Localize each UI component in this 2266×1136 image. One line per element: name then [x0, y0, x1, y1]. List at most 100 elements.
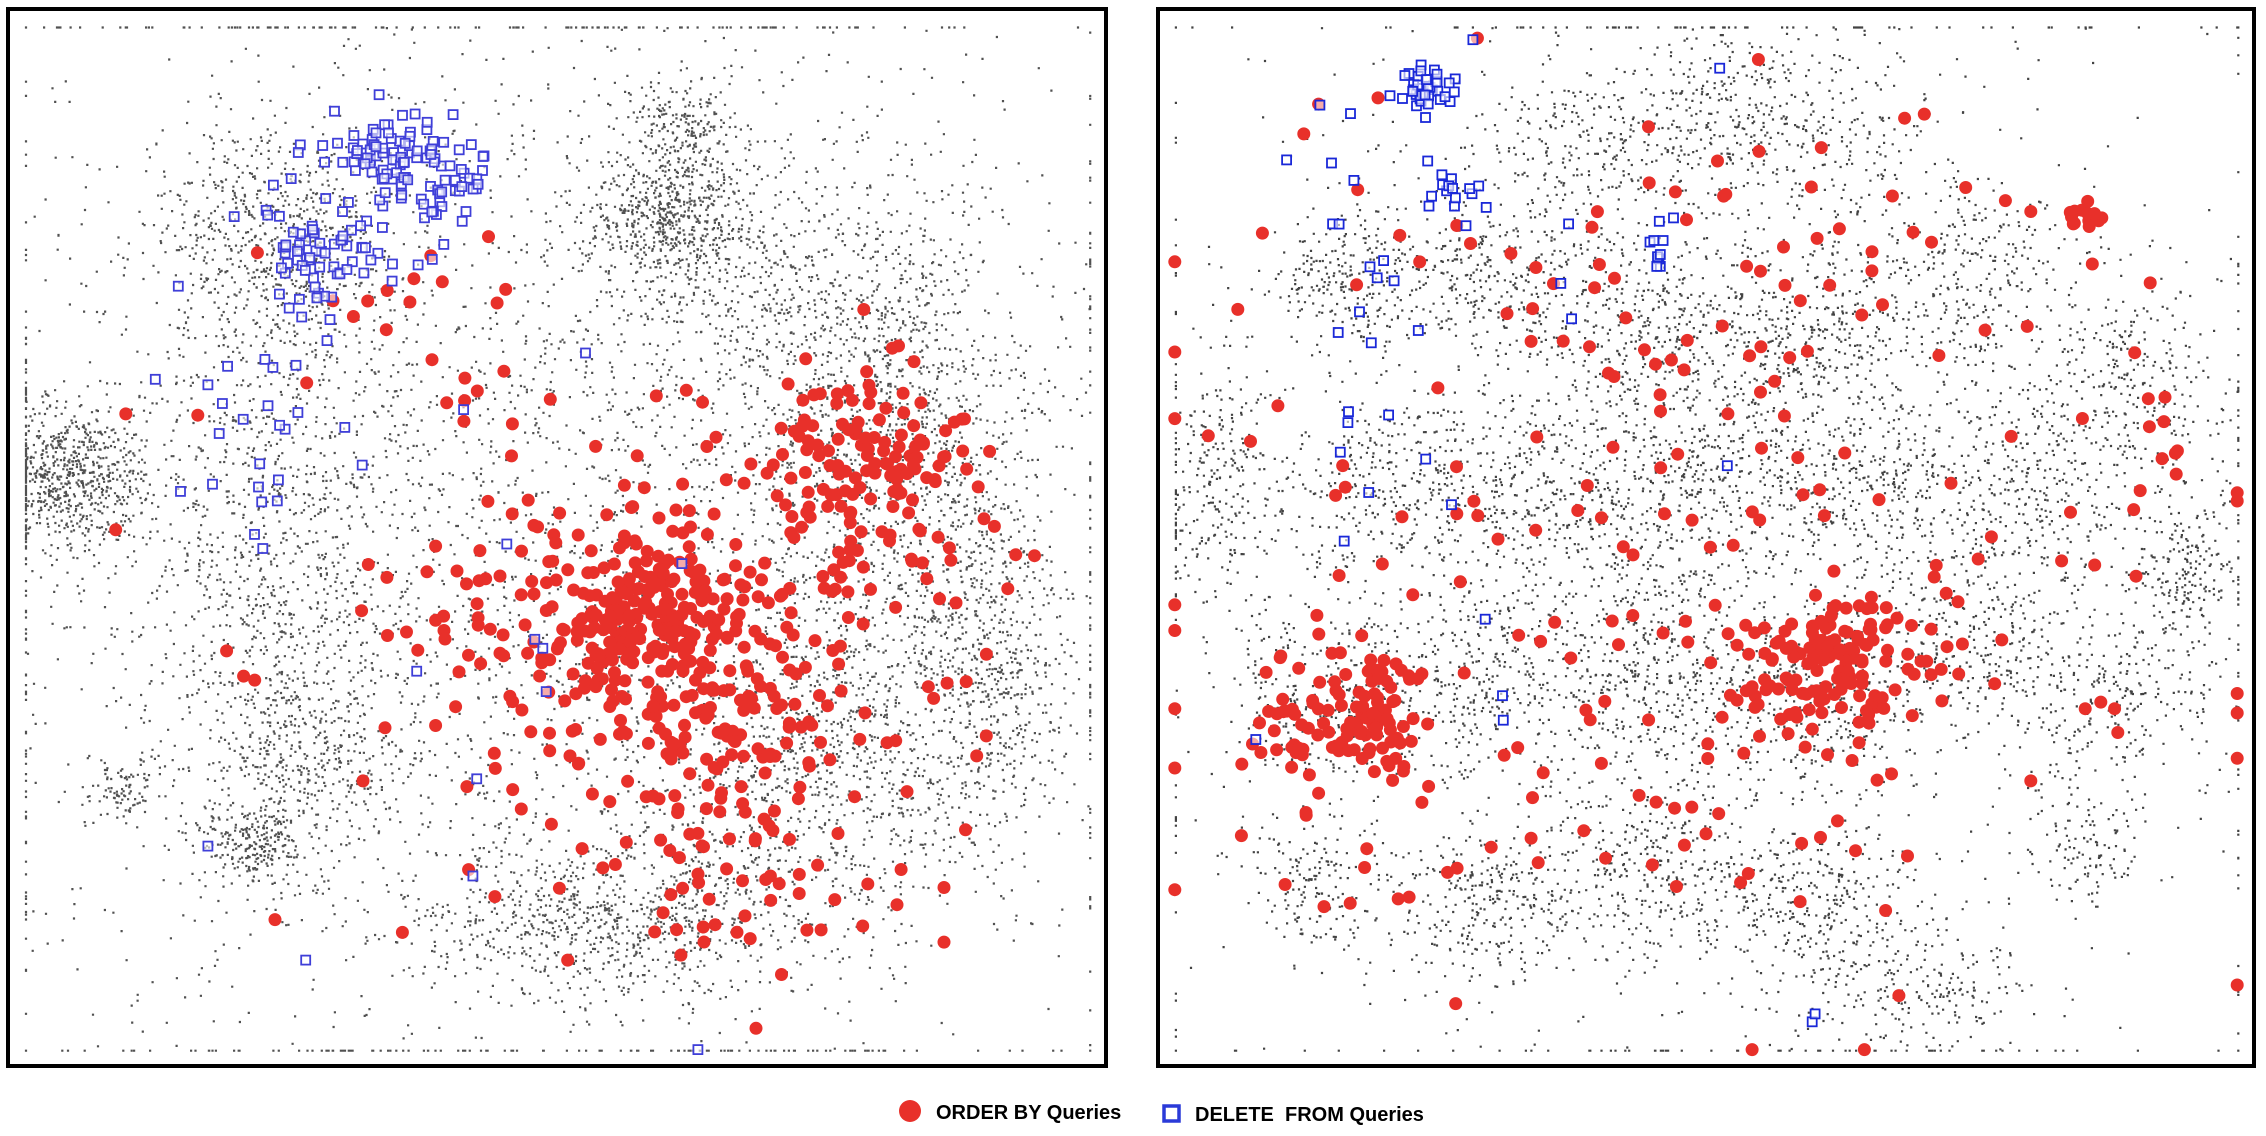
order-by-query-point: [834, 499, 848, 513]
order-by-query-point: [1685, 513, 1699, 527]
order-by-query-point: [1297, 127, 1311, 141]
delete-from-query-point: [529, 633, 541, 645]
order-by-query-point: [690, 610, 704, 624]
order-by-query-point: [894, 863, 908, 876]
order-by-query-point: [1723, 688, 1737, 702]
order-by-query-point: [587, 621, 601, 635]
order-by-query-point: [1872, 493, 1886, 507]
delete-from-query-point: [418, 198, 430, 210]
order-by-query-point: [845, 393, 859, 407]
order-by-query-point: [1932, 349, 1946, 362]
order-by-query-point: [617, 478, 631, 492]
order-by-query-point: [691, 867, 705, 881]
order-by-query-point: [1276, 692, 1290, 706]
order-by-query-point: [983, 444, 997, 458]
order-by-query-point: [1598, 694, 1612, 708]
order-by-query-point: [488, 890, 502, 904]
order-by-query-point: [1512, 628, 1526, 642]
order-by-query-point: [191, 408, 205, 422]
delete-from-query-point: [358, 267, 370, 279]
order-by-query-point: [268, 913, 282, 927]
order-by-query-point: [1367, 765, 1381, 779]
order-by-query-point: [619, 692, 632, 706]
order-by-query-point: [515, 703, 529, 717]
delete-from-query-point: [366, 166, 378, 178]
order-by-query-point: [860, 365, 874, 379]
order-by-query-point: [987, 519, 1001, 533]
order-by-query-point: [471, 618, 485, 632]
order-by-query-point: [675, 587, 689, 601]
order-by-query-point: [481, 494, 495, 508]
order-by-query-point: [843, 543, 857, 557]
order-by-query-point: [890, 483, 904, 496]
order-by-query-point: [1642, 120, 1655, 134]
order-by-query-point: [743, 932, 757, 946]
order-by-query-point: [600, 508, 614, 522]
delete-from-query-point: [409, 108, 421, 120]
order-by-query-point: [737, 703, 751, 717]
order-by-query-point: [420, 565, 434, 579]
order-by-query-point: [1791, 451, 1805, 465]
order-by-query-point: [913, 433, 927, 447]
order-by-query-point: [646, 699, 660, 713]
order-by-query-point: [679, 690, 693, 704]
order-by-query-point: [841, 611, 855, 624]
order-by-query-point: [641, 736, 655, 750]
order-by-query-point: [949, 596, 963, 610]
order-by-query-point: [429, 539, 443, 553]
order-by-query-point: [356, 774, 370, 788]
delete-from-query-point: [1436, 169, 1448, 181]
order-by-query-point: [784, 471, 798, 485]
order-by-query-point: [449, 700, 463, 714]
order-by-query-point: [1259, 665, 1273, 679]
order-by-query-point: [1817, 509, 1831, 523]
delete-from-query-point: [1422, 98, 1434, 110]
order-by-query-point: [664, 888, 678, 902]
order-by-query-point: [864, 492, 878, 506]
order-by-query-point: [1743, 349, 1757, 363]
order-by-query-point: [668, 789, 682, 803]
order-by-query-point: [1262, 704, 1276, 718]
order-by-query-point: [1853, 689, 1867, 703]
order-by-query-point: [2004, 429, 2018, 443]
order-by-query-point: [706, 592, 720, 606]
order-by-query-point: [1704, 656, 1718, 670]
delete-from-query-point: [272, 474, 284, 486]
order-by-query-point: [1168, 624, 1182, 637]
order-by-query-point: [1338, 480, 1352, 494]
delete-from-query-point: [1448, 86, 1460, 98]
order-by-query-point: [830, 397, 844, 410]
order-by-query-point: [663, 844, 677, 857]
order-by-query-point: [1955, 637, 1969, 651]
order-by-query-point: [889, 600, 903, 614]
order-by-query-point: [1350, 278, 1364, 292]
order-by-query-point: [379, 323, 393, 337]
order-by-query-point: [1901, 849, 1914, 863]
delete-from-query-point: [447, 109, 459, 120]
order-by-query-point: [1299, 806, 1313, 819]
order-by-query-point: [1608, 271, 1621, 285]
delete-from-query-point: [1399, 70, 1411, 81]
order-by-query-point: [937, 450, 951, 464]
order-by-query-point: [505, 507, 519, 521]
order-by-query-point: [2085, 257, 2099, 271]
order-by-query-point: [1769, 636, 1783, 650]
order-by-query-point: [493, 646, 507, 660]
order-by-query-point: [361, 558, 375, 571]
order-by-query-point: [728, 735, 742, 748]
order-by-query-point: [900, 785, 914, 799]
delete-from-query-point: [1332, 327, 1344, 338]
order-by-query-point: [1450, 460, 1463, 474]
order-by-query-point: [1885, 189, 1899, 203]
order-by-query-point: [1855, 669, 1869, 683]
order-by-query-point: [1890, 611, 1904, 625]
order-by-query-point: [1783, 351, 1797, 365]
order-by-query-point: [1804, 180, 1818, 194]
order-by-query-point: [2169, 467, 2183, 481]
order-by-query-point: [570, 625, 584, 639]
order-by-query-point: [1939, 586, 1953, 600]
order-by-query-point: [1656, 626, 1670, 640]
order-by-query-point: [783, 832, 796, 846]
order-by-query-point: [779, 498, 792, 512]
order-by-query-point: [1642, 176, 1656, 190]
